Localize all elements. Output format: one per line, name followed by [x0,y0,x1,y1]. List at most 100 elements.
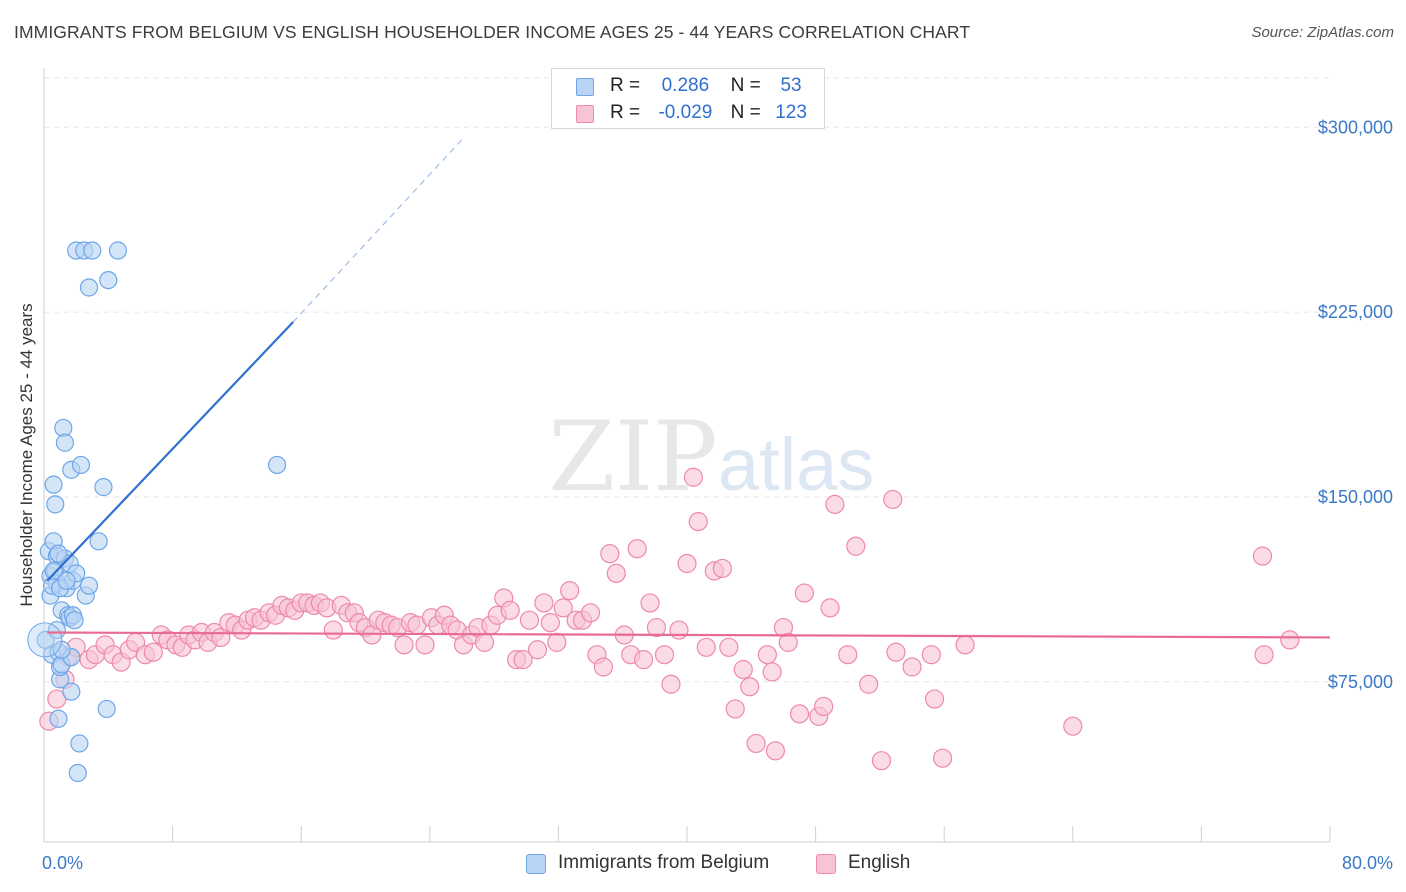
belgium-point [79,278,99,297]
english-point [719,637,739,657]
english-point [762,662,782,682]
english-point [712,558,732,579]
belgium-point [46,495,65,514]
english-points [39,467,1300,771]
english-point [1254,645,1274,665]
english-point [547,632,567,652]
english-point [733,659,753,680]
english-point [627,539,647,559]
english-point [519,610,540,630]
english-point [932,748,953,768]
english-point [794,583,814,603]
belgium-point [49,544,68,563]
english-point [560,581,580,601]
english-point [778,632,798,652]
english-point [886,642,906,662]
belgium-point [71,455,91,475]
english-point [540,613,560,633]
english-point [883,489,903,510]
english-point [688,512,708,532]
english-point [580,603,601,623]
trend-lines [46,139,1331,639]
watermark: ZIP atlas [548,401,874,513]
belgium-point [97,699,116,719]
english-point [654,645,675,665]
source-label: Source: ZipAtlas.com [1251,24,1394,41]
english-trend-line [47,631,1331,639]
english-point [646,617,667,638]
english-point [553,598,573,618]
belgium-point [57,571,76,590]
y-tick-label: $225,000 [1318,302,1393,322]
english-point [765,741,786,761]
belgium-point [44,475,63,494]
belgium-point [267,455,287,475]
series-legend: Immigrants from Belgium English [0,851,1406,879]
english-point [696,637,716,657]
english-point [789,704,810,724]
english-point [871,751,892,771]
english-swatch [576,105,594,123]
belgium-point [44,561,63,581]
english-point [323,620,343,640]
english-point [1063,716,1083,736]
y-tick-label: $300,000 [1318,117,1393,137]
english-point [677,553,697,574]
english-point [921,645,941,665]
r-value: -0.029 [658,102,713,123]
y-tick-label: $75,000 [1328,672,1393,692]
english-point [757,645,777,665]
belgium-point [94,478,113,497]
r-value: 0.286 [661,75,710,96]
english-point [814,696,834,717]
belgium-point [65,611,84,630]
english-point [415,635,435,655]
english-point [1252,546,1273,566]
belgium-trend-line [46,321,294,582]
english-point [669,620,689,640]
english-point [527,640,548,660]
watermark-atlas: atlas [718,423,874,506]
english-point [534,593,554,613]
belgium-swatch [576,78,594,96]
english-point [859,674,879,694]
belgium-legend-swatch [526,854,546,874]
english-point [683,467,704,487]
belgium-point [70,734,89,753]
english-point [600,544,620,564]
belgium-point [62,682,81,701]
n-label: N = [730,75,761,96]
belgium-point-large [27,622,63,658]
y-tick-labels: $75,000 $150,000 $225,000 $300,000 [1318,117,1393,692]
english-point [633,650,654,670]
english-point [593,657,614,677]
x-axis-max-label: 80.0% [1341,853,1393,873]
chart-title: IMMIGRANTS FROM BELGIUM VS ENGLISH HOUSE… [14,22,971,42]
english-point [746,733,766,754]
belgium-point [89,532,108,551]
english-point [924,689,945,709]
r-label: R = [610,102,641,123]
english-point [725,699,745,719]
english-point [1280,630,1300,650]
legend-belgium-label: Immigrants from Belgium [558,852,770,873]
english-point [661,674,681,694]
n-value: 53 [780,75,802,96]
belgium-point [68,763,87,783]
english-legend-swatch [816,854,836,874]
english-point [47,689,67,709]
english-point [825,494,845,514]
n-value: 123 [775,102,807,123]
belgium-point [55,433,74,452]
english-point [513,650,533,670]
english-point [740,677,760,697]
english-point [902,657,922,677]
y-tick-label: $150,000 [1318,487,1393,507]
belgium-point [99,270,118,290]
english-point [500,600,520,620]
legend-belgium-text: R = 0.286 N = 53 [610,75,816,97]
x-axis-min-label: 0.0% [42,853,84,873]
r-label: R = [610,75,641,96]
english-point [820,598,840,618]
